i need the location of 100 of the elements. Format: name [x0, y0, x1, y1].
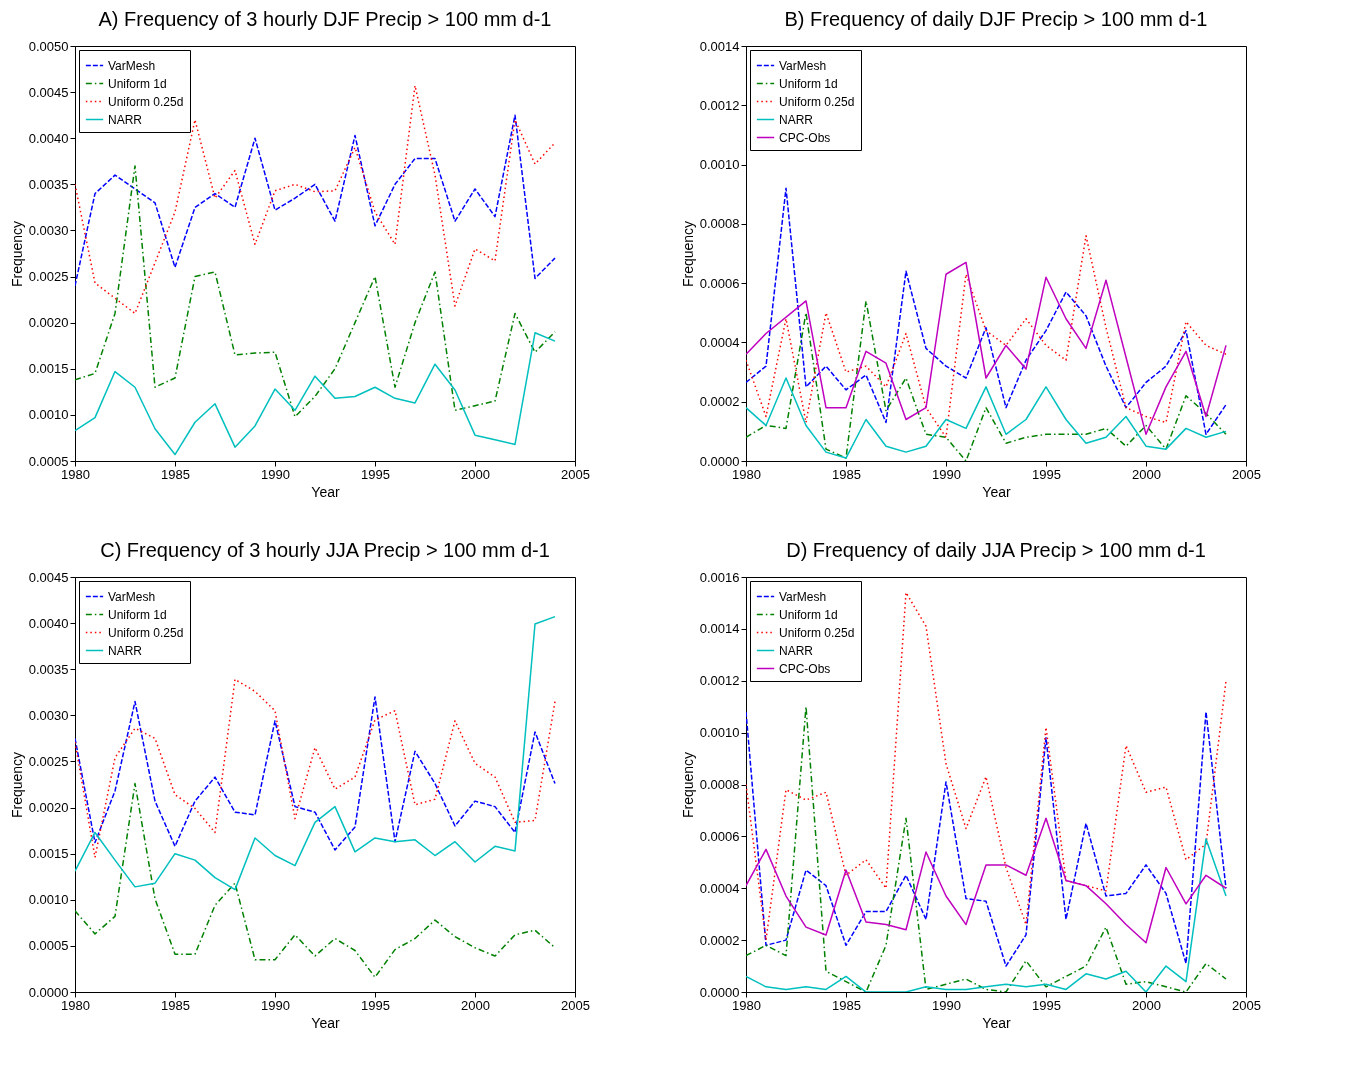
chart-title: D) Frequency of daily JJA Precip > 100 mm d-1 — [786, 539, 1206, 561]
legend-label: VarMesh — [108, 589, 156, 604]
x-tick-label: 1985 — [832, 997, 861, 1013]
x-tick-label: 1990 — [932, 997, 961, 1013]
line-series — [746, 838, 1227, 992]
legend-label: Uniform 0.25d — [779, 625, 855, 640]
y-tick-label: 0.0012 — [699, 97, 740, 113]
chart-title: A) Frequency of 3 hourly DJF Precip > 100 mm d-1 — [98, 8, 552, 30]
y-tick-label: 0.0010 — [28, 407, 69, 423]
legend-label: Uniform 1d — [779, 607, 838, 622]
legend-label: Uniform 1d — [108, 607, 167, 622]
y-tick-label: 0.0040 — [28, 130, 69, 146]
y-axis-title: Frequency — [8, 220, 25, 288]
y-tick-label: 0.0000 — [28, 984, 69, 1000]
line-series — [746, 300, 1227, 461]
y-tick-label: 0.0008 — [699, 216, 740, 232]
legend-label: Uniform 0.25d — [779, 94, 855, 109]
y-tick-label: 0.0006 — [699, 275, 740, 291]
legend-label: NARR — [779, 112, 814, 127]
x-tick-label: 1995 — [361, 466, 390, 482]
x-tick-label: 2005 — [561, 997, 590, 1013]
y-tick-label: 0.0002 — [699, 394, 740, 410]
y-tick-label: 0.0020 — [28, 315, 69, 331]
x-axis-title: Year — [311, 1014, 340, 1031]
legend-label: Uniform 1d — [779, 76, 838, 91]
legend-label: VarMesh — [779, 58, 827, 73]
y-tick-label: 0.0012 — [699, 673, 740, 689]
y-tick-label: 0.0000 — [699, 453, 740, 469]
legend-label: VarMesh — [779, 589, 827, 604]
x-tick-label: 2000 — [461, 466, 490, 482]
line-series — [746, 591, 1227, 941]
legend-label: CPC-Obs — [779, 130, 831, 145]
chart-title: C) Frequency of 3 hourly JJA Precip > 100 mm d-1 — [100, 539, 550, 561]
line-series — [746, 817, 1227, 944]
x-tick-label: 1995 — [1032, 466, 1061, 482]
y-axis-title: Frequency — [679, 751, 696, 819]
line-series — [75, 114, 556, 287]
y-tick-label: 0.0025 — [28, 753, 69, 769]
line-series — [75, 165, 556, 418]
x-tick-label: 2005 — [1232, 466, 1261, 482]
y-tick-label: 0.0045 — [28, 569, 69, 585]
line-series — [746, 377, 1227, 459]
y-tick-label: 0.0016 — [699, 569, 740, 585]
line-series — [75, 332, 556, 456]
legend-label: Uniform 0.25d — [108, 94, 184, 109]
x-tick-label: 1985 — [832, 466, 861, 482]
y-tick-label: 0.0005 — [28, 453, 69, 469]
x-axis-title: Year — [982, 1014, 1011, 1031]
y-tick-label: 0.0050 — [28, 38, 69, 54]
x-tick-label: 1990 — [261, 466, 290, 482]
x-tick-label: 1980 — [732, 997, 761, 1013]
y-tick-label: 0.0010 — [699, 157, 740, 173]
y-tick-label: 0.0010 — [28, 892, 69, 908]
x-tick-label: 2000 — [1132, 466, 1161, 482]
y-tick-label: 0.0015 — [28, 846, 69, 862]
legend-label: NARR — [779, 643, 814, 658]
y-tick-label: 0.0002 — [699, 932, 740, 948]
y-tick-label: 0.0035 — [28, 661, 69, 677]
chart-title: B) Frequency of daily DJF Precip > 100 mm d-1 — [784, 8, 1208, 30]
y-tick-label: 0.0006 — [699, 828, 740, 844]
y-tick-label: 0.0004 — [699, 334, 740, 350]
legend-label: NARR — [108, 643, 143, 658]
x-tick-label: 1980 — [732, 466, 761, 482]
legend-label: NARR — [108, 112, 143, 127]
y-tick-label: 0.0035 — [28, 176, 69, 192]
x-axis-title: Year — [311, 483, 340, 500]
legend-label: VarMesh — [108, 58, 156, 73]
y-tick-label: 0.0014 — [699, 621, 740, 637]
x-tick-label: 1985 — [161, 997, 190, 1013]
line-series — [75, 782, 556, 978]
y-tick-label: 0.0030 — [28, 222, 69, 238]
y-tick-label: 0.0004 — [699, 880, 740, 896]
x-tick-label: 1980 — [61, 997, 90, 1013]
legend-label: CPC-Obs — [779, 661, 831, 676]
y-tick-label: 0.0010 — [699, 725, 740, 741]
y-axis-title: Frequency — [8, 751, 25, 819]
y-axis-title: Frequency — [679, 220, 696, 288]
y-tick-label: 0.0000 — [699, 984, 740, 1000]
y-tick-label: 0.0015 — [28, 361, 69, 377]
x-tick-label: 1995 — [1032, 997, 1061, 1013]
y-tick-label: 0.0025 — [28, 269, 69, 285]
line-series — [746, 187, 1227, 436]
legend-label: Uniform 1d — [108, 76, 167, 91]
y-tick-label: 0.0020 — [28, 800, 69, 816]
y-tick-label: 0.0045 — [28, 84, 69, 100]
x-tick-label: 1980 — [61, 466, 90, 482]
legend-label: Uniform 0.25d — [108, 625, 184, 640]
x-axis-title: Year — [982, 483, 1011, 500]
x-tick-label: 1990 — [932, 466, 961, 482]
x-tick-label: 2000 — [461, 997, 490, 1013]
y-tick-label: 0.0014 — [699, 38, 740, 54]
x-tick-label: 2005 — [1232, 997, 1261, 1013]
y-tick-label: 0.0005 — [28, 938, 69, 954]
x-tick-label: 2000 — [1132, 997, 1161, 1013]
x-tick-label: 1995 — [361, 997, 390, 1013]
x-tick-label: 1985 — [161, 466, 190, 482]
x-tick-label: 1990 — [261, 997, 290, 1013]
y-tick-label: 0.0030 — [28, 707, 69, 723]
y-tick-label: 0.0040 — [28, 615, 69, 631]
y-tick-label: 0.0008 — [699, 777, 740, 792]
